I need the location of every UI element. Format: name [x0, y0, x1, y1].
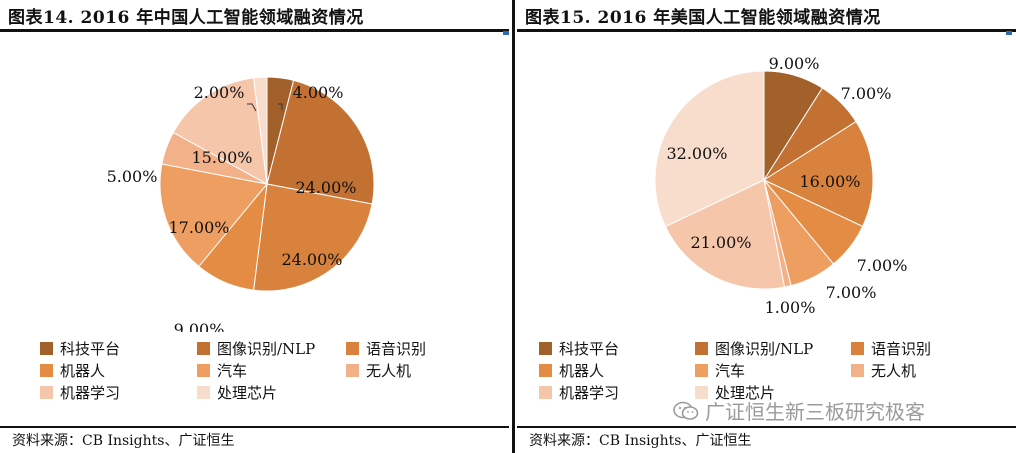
legend-swatch — [695, 386, 708, 399]
legend-item: 图像识别/NLP — [695, 338, 813, 359]
pie-slice-7 — [664, 179, 786, 290]
legend-swatch — [197, 386, 210, 399]
leader-line — [278, 103, 283, 110]
chart-panel-usa: 图表15. 2016 年美国人工智能领域融资情况 9.00% 7.00% 16.00… — [517, 0, 1016, 453]
pie-slice-3 — [762, 120, 874, 228]
source-note: 资料来源：CB Insights、广证恒生 — [529, 433, 752, 449]
legend-item: 处理芯片 — [197, 382, 277, 403]
legend-item: 机器学习 — [539, 382, 619, 403]
data-label: 15.00% — [191, 148, 252, 167]
legend-label: 机器学习 — [559, 384, 620, 402]
bottom-rule — [517, 426, 1016, 428]
legend-item: 无人机 — [851, 360, 916, 381]
legend-label: 语音识别 — [871, 340, 932, 358]
legend-label: 机器人 — [60, 362, 106, 380]
legend-swatch — [197, 364, 210, 377]
top-rule — [0, 29, 509, 32]
legend-item: 机器人 — [40, 360, 105, 381]
legend-swatch — [346, 364, 359, 377]
watermark-text: 广证恒生新三板研究极客 — [705, 400, 925, 424]
legend-swatch — [539, 342, 552, 355]
legend-swatch — [539, 386, 552, 399]
legend-swatch — [851, 342, 864, 355]
legend-label: 无人机 — [871, 362, 917, 380]
legend-label: 汽车 — [715, 362, 746, 380]
data-label: 24.00% — [281, 250, 342, 269]
legend-label: 无人机 — [366, 362, 412, 380]
legend-item: 科技平台 — [539, 338, 619, 359]
legend-swatch — [851, 364, 864, 377]
legend-label: 图像识别/NLP — [217, 340, 316, 358]
leader-line — [247, 103, 257, 112]
legend-item: 图像识别/NLP — [197, 338, 315, 359]
pie-slice-8 — [253, 76, 268, 185]
wechat-icon — [673, 401, 699, 420]
data-label: 1.00% — [765, 298, 816, 317]
legend-item: 语音识别 — [851, 338, 931, 359]
legend-item: 无人机 — [346, 360, 411, 381]
legend-label: 图像识别/NLP — [715, 340, 814, 358]
chart-title: 图表14. 2016 年中国人工智能领域融资情况 — [8, 8, 364, 28]
pie-slice-3 — [253, 183, 373, 292]
data-label: 24.00% — [295, 178, 356, 197]
legend-label: 处理芯片 — [715, 384, 776, 402]
data-label: 2.00% — [194, 83, 245, 102]
legend-item: 汽车 — [695, 360, 745, 381]
legend-item: 科技平台 — [40, 338, 120, 359]
legend-swatch — [40, 342, 53, 355]
legend-label: 科技平台 — [559, 340, 620, 358]
corner-mark — [1006, 31, 1012, 35]
data-label: 4.00% — [293, 83, 344, 102]
corner-mark — [503, 31, 509, 35]
data-label: 5.00% — [107, 167, 158, 186]
legend-swatch — [695, 364, 708, 377]
pie-slice-5 — [159, 163, 268, 268]
legend-item: 处理芯片 — [695, 382, 775, 403]
bottom-rule — [0, 426, 509, 428]
legend-label: 汽车 — [217, 362, 248, 380]
legend-item: 机器人 — [539, 360, 604, 381]
chart-legend: 科技平台 图像识别/NLP 语音识别机器人 汽车 无人机机器学习 处理芯片 — [517, 334, 1016, 414]
legend-label: 机器人 — [559, 362, 605, 380]
watermark: 广证恒生新三板研究极客 — [673, 396, 925, 425]
data-label: 32.00% — [666, 144, 727, 163]
legend-swatch — [539, 364, 552, 377]
pie-slice-8 — [654, 70, 765, 228]
source-note: 资料来源：CB Insights、广证恒生 — [12, 433, 235, 449]
chart-title: 图表15. 2016 年美国人工智能领域融资情况 — [525, 8, 881, 28]
legend-label: 机器学习 — [60, 384, 121, 402]
pie-slice-2 — [266, 79, 375, 205]
legend-label: 处理芯片 — [217, 384, 278, 402]
chart-legend: 科技平台 图像识别/NLP 语音识别机器人 汽车 无人机机器学习 处理芯片 — [0, 334, 509, 414]
data-label: 7.00% — [841, 84, 892, 103]
data-label: 7.00% — [826, 283, 877, 302]
legend-swatch — [40, 364, 53, 377]
pie-slice-7 — [172, 77, 268, 185]
legend-item: 语音识别 — [346, 338, 426, 359]
data-label: 21.00% — [690, 233, 751, 252]
legend-item: 机器学习 — [40, 382, 120, 403]
legend-item: 汽车 — [197, 360, 247, 381]
data-label: 17.00% — [168, 218, 229, 237]
chart-panel-china: 图表14. 2016 年中国人工智能领域融资情况 4.00% 24.00% 24.0… — [0, 8, 509, 449]
pie-chart-china: 4.00% 24.00% 24.00% 9.00% 17.00% 5.00% 15.00% 2… — [107, 76, 375, 332]
data-label: 9.00% — [769, 54, 820, 73]
pie-chart-usa: 9.00% 7.00% 16.00% 7.00% 7.00% 1.00% 21.00% 32.… — [654, 54, 908, 317]
legend-label: 语音识别 — [366, 340, 427, 358]
panel-divider — [512, 0, 515, 453]
data-label: 7.00% — [857, 256, 908, 275]
legend-swatch — [695, 342, 708, 355]
legend-label: 科技平台 — [60, 340, 121, 358]
legend-swatch — [346, 342, 359, 355]
data-label: 9.00% — [174, 320, 225, 332]
data-label: 16.00% — [799, 172, 860, 191]
top-rule — [517, 29, 1016, 32]
legend-swatch — [40, 386, 53, 399]
legend-swatch — [197, 342, 210, 355]
